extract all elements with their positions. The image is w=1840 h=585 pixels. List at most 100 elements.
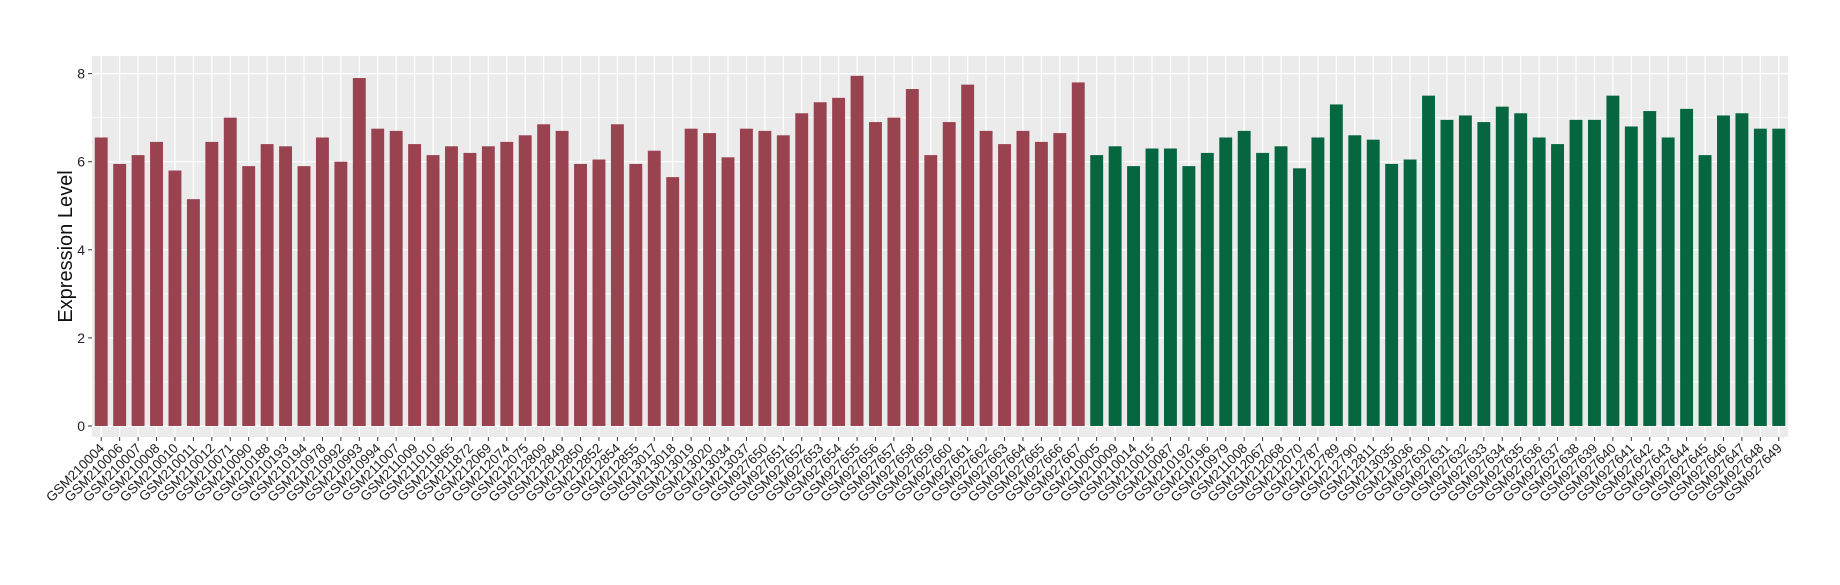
y-tick-label: 8 — [77, 66, 85, 82]
bar — [279, 146, 293, 426]
bar — [1145, 148, 1159, 426]
bar — [924, 155, 938, 426]
bar — [352, 78, 366, 426]
bar — [518, 135, 532, 426]
bar — [1495, 106, 1509, 426]
bar — [703, 133, 717, 426]
y-tick-label: 2 — [77, 330, 85, 346]
bar — [1735, 113, 1749, 426]
bar — [1698, 155, 1712, 426]
bar — [1624, 126, 1638, 426]
bar — [315, 137, 329, 426]
bar — [1329, 104, 1343, 426]
bar — [223, 117, 237, 426]
bar — [242, 166, 256, 426]
bar — [1458, 115, 1472, 426]
bar — [334, 161, 348, 426]
bar — [1163, 148, 1177, 426]
bar — [1422, 95, 1435, 426]
bar — [574, 163, 587, 426]
bar — [795, 113, 809, 426]
bar — [1440, 119, 1454, 426]
bar — [942, 122, 956, 426]
bar — [1403, 159, 1417, 426]
bar — [537, 124, 551, 426]
bar — [1587, 119, 1601, 426]
bar — [1219, 137, 1233, 426]
bar — [1532, 137, 1546, 426]
bar — [1274, 146, 1288, 426]
bar — [186, 199, 200, 426]
bar — [113, 163, 127, 426]
bar — [150, 141, 163, 426]
bar — [1016, 130, 1030, 426]
bar — [1643, 111, 1657, 426]
bar — [869, 122, 882, 426]
bar — [961, 84, 975, 426]
bar — [684, 128, 698, 426]
bar — [1200, 152, 1214, 426]
bar — [1108, 146, 1122, 426]
bar — [1680, 108, 1694, 426]
bar — [666, 177, 680, 426]
bar — [1606, 95, 1620, 426]
y-tick-label: 6 — [77, 154, 85, 170]
bar — [813, 102, 827, 426]
bar — [1717, 115, 1730, 426]
bar — [1237, 130, 1251, 426]
bar — [1514, 113, 1528, 426]
bar — [1385, 163, 1399, 426]
bar — [1569, 119, 1583, 426]
y-tick-label: 0 — [77, 418, 85, 434]
bar — [1366, 139, 1380, 426]
bar — [998, 144, 1011, 426]
bar — [555, 130, 569, 426]
bar — [610, 124, 624, 426]
bar — [1071, 82, 1085, 426]
bar — [721, 157, 735, 426]
bar — [445, 146, 458, 426]
bar — [1127, 166, 1141, 426]
bar — [1348, 135, 1362, 426]
bar — [629, 163, 643, 426]
bar — [850, 75, 864, 426]
bar — [647, 150, 661, 426]
bar — [500, 141, 514, 426]
bar — [1311, 137, 1325, 426]
y-axis-title: Expression Level — [55, 170, 77, 322]
bar — [592, 159, 606, 426]
bar — [408, 144, 422, 426]
bar — [481, 146, 495, 426]
bar — [1293, 168, 1306, 426]
bar — [887, 117, 901, 426]
bar — [1661, 137, 1675, 426]
y-tick-label: 4 — [77, 242, 85, 258]
bar — [463, 152, 477, 426]
bar — [371, 128, 385, 426]
bar — [758, 130, 772, 426]
bar — [832, 97, 846, 426]
bar — [1034, 141, 1048, 426]
bar — [426, 155, 440, 426]
bar — [776, 135, 790, 426]
bar — [205, 141, 219, 426]
bar — [94, 137, 108, 426]
bar — [297, 166, 311, 426]
bar — [979, 130, 993, 426]
bar — [1477, 122, 1491, 426]
bar — [1753, 128, 1767, 426]
bar — [1551, 144, 1565, 426]
bar — [1182, 166, 1196, 426]
bar — [168, 170, 182, 426]
bar — [1772, 128, 1786, 426]
bar — [131, 155, 145, 426]
bar — [1053, 133, 1067, 426]
bar — [1090, 155, 1104, 426]
bar — [1256, 152, 1270, 426]
bar — [260, 144, 274, 426]
bar — [389, 130, 403, 426]
bar — [905, 89, 919, 426]
bar — [739, 128, 753, 426]
